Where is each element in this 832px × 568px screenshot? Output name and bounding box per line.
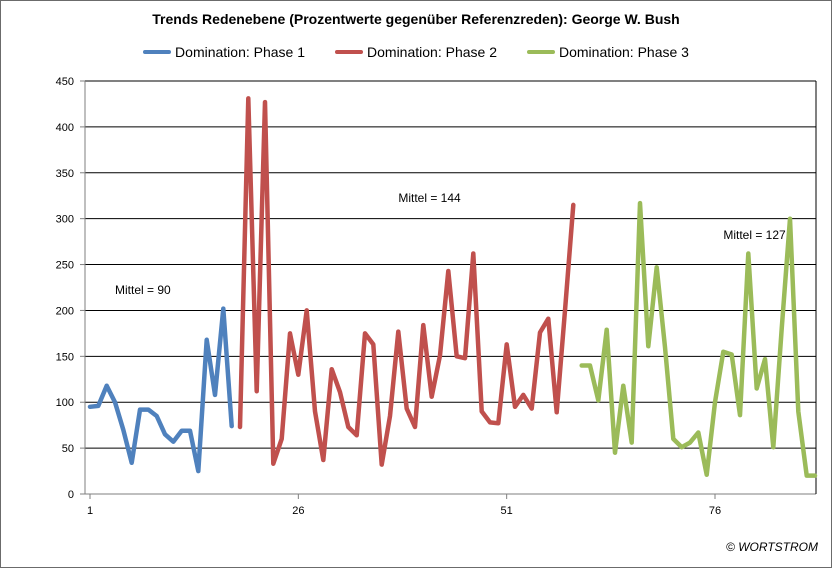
- series-line-phase-3: [579, 200, 818, 478]
- legend-label-phase-3: Domination: Phase 3: [558, 44, 689, 60]
- series-line-phase-2: [237, 96, 576, 467]
- y-tick-label-250: 250: [56, 260, 74, 272]
- copyright-credit: © WORTSTROM: [726, 540, 818, 554]
- legend-swatch-phase-1: [143, 50, 172, 54]
- annotation-mittel-1: Mittel = 90: [115, 283, 171, 297]
- legend-label-phase-1: Domination: Phase 1: [175, 44, 306, 60]
- chart-title: Trends Redenebene (Prozentwerte gegenübe…: [152, 11, 680, 27]
- annotation-mittel-2: Mittel = 144: [398, 191, 461, 205]
- y-tick-label-150: 150: [56, 351, 74, 363]
- legend-item-phase-1: Domination: Phase 1: [143, 44, 305, 60]
- y-tick-label-50: 50: [62, 443, 74, 455]
- y-tick-label-300: 300: [56, 214, 74, 226]
- x-tick-label-1: 1: [87, 505, 93, 517]
- legend-item-phase-3: Domination: Phase 3: [526, 44, 689, 60]
- x-tick-label-76: 76: [709, 505, 721, 517]
- x-tick-label-51: 51: [501, 505, 513, 517]
- x-tick-label-26: 26: [292, 505, 304, 517]
- chart-legend: Domination: Phase 1 Domination: Phase 2 …: [0, 44, 832, 60]
- y-tick-label-450: 450: [56, 76, 74, 88]
- y-tick-label-0: 0: [68, 489, 74, 501]
- y-tick-label-400: 400: [56, 122, 74, 134]
- legend-swatch-phase-3: [526, 50, 555, 54]
- legend-label-phase-2: Domination: Phase 2: [367, 44, 497, 60]
- y-tick-label-200: 200: [56, 305, 74, 317]
- series-line-phase-1: [87, 306, 234, 474]
- y-tick-label-350: 350: [56, 168, 74, 180]
- legend-item-phase-2: Domination: Phase 2: [335, 44, 497, 60]
- y-tick-label-100: 100: [56, 397, 74, 409]
- annotation-mittel-3: Mittel = 127: [723, 228, 786, 242]
- legend-swatch-phase-2: [335, 50, 364, 54]
